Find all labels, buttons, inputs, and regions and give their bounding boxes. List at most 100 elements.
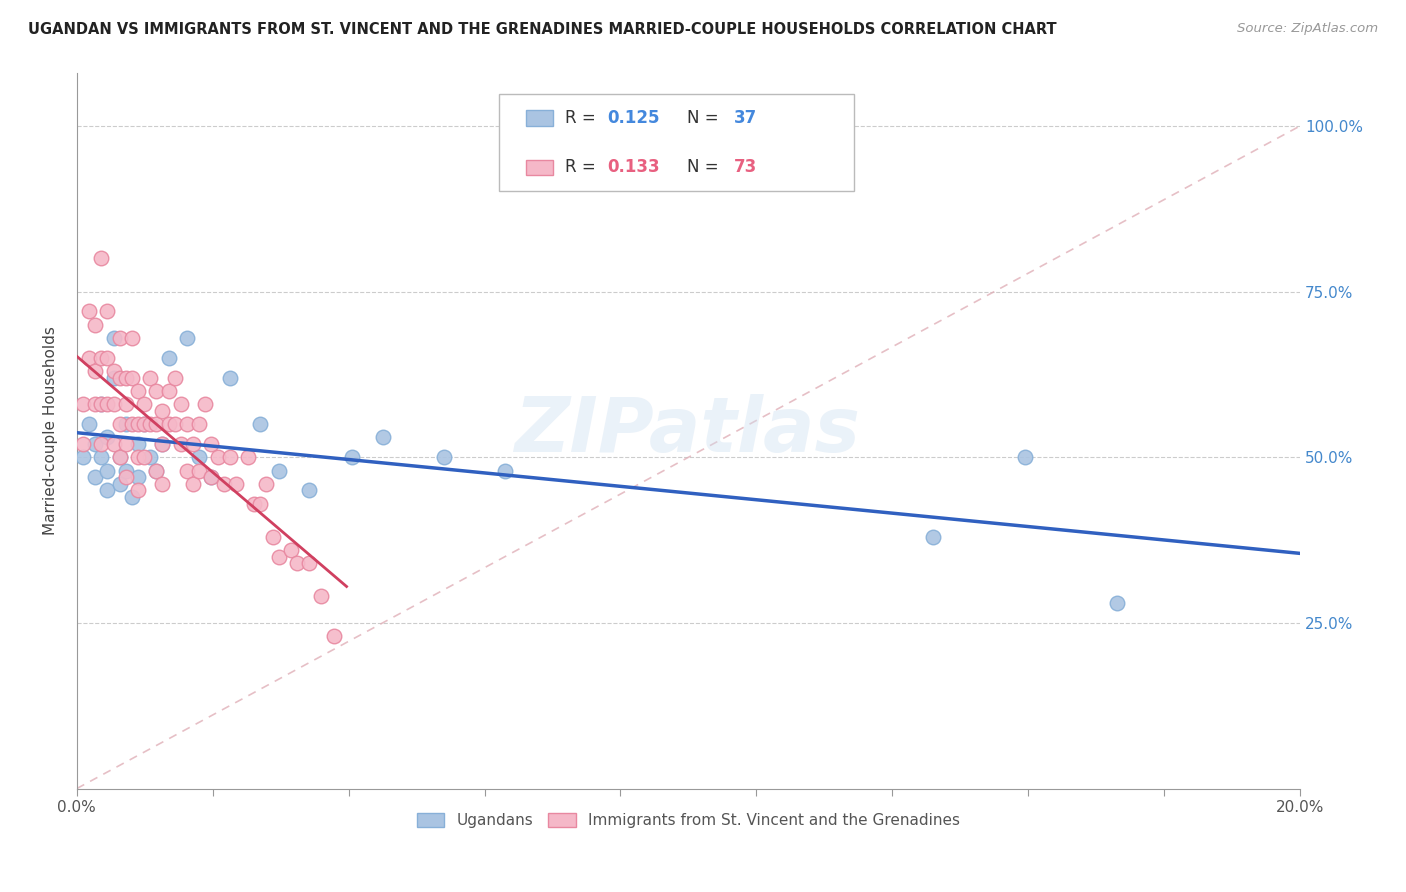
Point (236, 450, 259, 465)
Point (96, 483, 118, 498)
Text: 37: 37 (734, 109, 756, 127)
Text: N =: N = (688, 109, 724, 127)
Text: R =: R = (565, 159, 600, 177)
Point (134, 397, 156, 411)
Point (90, 437, 112, 451)
Point (103, 397, 125, 411)
Point (127, 450, 149, 465)
Point (134, 417, 156, 431)
Point (108, 476, 131, 491)
Point (96, 430, 118, 444)
Point (1014, 450, 1036, 465)
Point (188, 417, 211, 431)
Point (225, 476, 247, 491)
Point (1105, 596, 1128, 610)
Point (249, 417, 271, 431)
Point (298, 483, 321, 498)
Point (188, 463, 211, 477)
Text: 73: 73 (734, 159, 756, 177)
Point (145, 417, 167, 431)
Point (114, 463, 136, 477)
FancyBboxPatch shape (526, 160, 553, 176)
Text: R =: R = (565, 109, 600, 127)
Point (77, 304, 100, 318)
Point (84, 437, 107, 451)
Point (108, 370, 131, 384)
Point (103, 370, 125, 384)
Point (145, 463, 167, 477)
Text: N =: N = (688, 159, 724, 177)
Point (96, 304, 118, 318)
Point (72, 450, 94, 465)
Point (194, 397, 217, 411)
Point (433, 450, 456, 465)
Point (84, 364, 107, 378)
Point (139, 417, 162, 431)
Point (90, 450, 112, 465)
Point (298, 556, 321, 570)
Point (145, 463, 167, 477)
Point (188, 450, 211, 465)
Point (77, 351, 100, 365)
FancyBboxPatch shape (526, 111, 553, 126)
Point (267, 463, 290, 477)
Point (90, 397, 112, 411)
Point (157, 351, 180, 365)
Point (322, 629, 344, 643)
Point (340, 450, 363, 465)
Point (181, 476, 204, 491)
Point (218, 370, 240, 384)
Point (108, 417, 131, 431)
Point (163, 370, 186, 384)
Point (121, 331, 143, 345)
Point (127, 384, 149, 398)
Point (145, 384, 167, 398)
Point (170, 437, 193, 451)
Point (311, 590, 333, 604)
Point (108, 450, 131, 465)
Point (207, 450, 229, 465)
Point (157, 417, 180, 431)
Point (212, 476, 235, 491)
Point (152, 404, 174, 418)
Point (371, 430, 394, 444)
Text: UGANDAN VS IMMIGRANTS FROM ST. VINCENT AND THE GRENADINES MARRIED-COUPLE HOUSEHO: UGANDAN VS IMMIGRANTS FROM ST. VINCENT A… (28, 22, 1057, 37)
Point (157, 384, 180, 398)
Point (218, 450, 240, 465)
Point (114, 370, 136, 384)
Point (84, 318, 107, 332)
Point (103, 364, 125, 378)
Point (114, 470, 136, 484)
Point (96, 397, 118, 411)
Point (72, 397, 94, 411)
Text: Source: ZipAtlas.com: Source: ZipAtlas.com (1237, 22, 1378, 36)
Point (90, 252, 112, 266)
Point (285, 556, 308, 570)
Point (96, 351, 118, 365)
FancyBboxPatch shape (499, 95, 853, 191)
Point (176, 463, 198, 477)
Point (103, 331, 125, 345)
Point (176, 417, 198, 431)
Point (267, 549, 290, 564)
Point (134, 417, 156, 431)
Point (127, 483, 149, 498)
Point (114, 437, 136, 451)
Text: 0.125: 0.125 (607, 109, 661, 127)
Point (256, 476, 278, 491)
Point (139, 370, 162, 384)
Point (243, 497, 266, 511)
Point (127, 470, 149, 484)
Point (90, 351, 112, 365)
Point (152, 437, 174, 451)
Point (84, 470, 107, 484)
Point (249, 497, 271, 511)
Point (127, 417, 149, 431)
Point (922, 530, 945, 544)
Point (84, 397, 107, 411)
Point (121, 417, 143, 431)
Point (114, 397, 136, 411)
Point (494, 463, 516, 477)
Point (200, 470, 222, 484)
Point (103, 437, 125, 451)
